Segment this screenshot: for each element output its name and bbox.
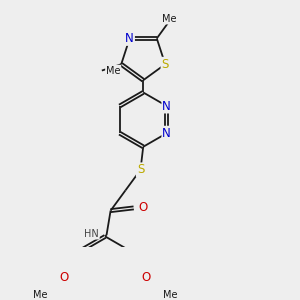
Text: Me: Me xyxy=(163,290,177,300)
Text: O: O xyxy=(139,201,148,214)
Text: Me: Me xyxy=(33,290,48,300)
Text: O: O xyxy=(142,271,151,284)
Text: N: N xyxy=(162,127,171,140)
Text: Me: Me xyxy=(161,14,176,24)
Text: O: O xyxy=(59,271,69,284)
Text: N: N xyxy=(162,100,171,112)
Text: N: N xyxy=(125,32,134,45)
Text: S: S xyxy=(137,164,144,176)
Text: Me: Me xyxy=(106,66,120,76)
Text: S: S xyxy=(161,58,169,71)
Text: HN: HN xyxy=(84,229,99,239)
